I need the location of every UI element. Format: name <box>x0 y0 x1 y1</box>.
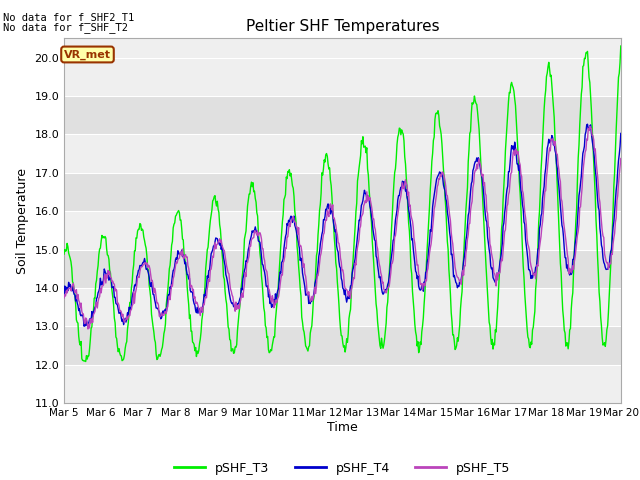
Bar <box>64 365 621 403</box>
pSHF_T4 <box>60 293 68 299</box>
Text: No data for f_SHF2_T1: No data for f_SHF2_T1 <box>3 12 134 23</box>
pSHF_T4 <box>617 131 625 136</box>
pSHF_T4 <box>584 121 591 127</box>
pSHF_T5 <box>70 286 78 291</box>
pSHF_T4 <box>428 228 435 234</box>
Line: pSHF_T3: pSHF_T3 <box>64 46 621 361</box>
Line: pSHF_T5: pSHF_T5 <box>64 126 621 329</box>
pSHF_T5 <box>84 326 92 332</box>
Bar <box>64 250 621 288</box>
Bar <box>64 134 621 173</box>
Y-axis label: Soil Temperature: Soil Temperature <box>16 168 29 274</box>
pSHF_T3 <box>428 174 435 180</box>
Title: Peltier SHF Temperatures: Peltier SHF Temperatures <box>246 20 439 35</box>
pSHF_T4 <box>80 324 88 329</box>
pSHF_T4 <box>185 276 193 282</box>
Bar <box>64 288 621 326</box>
pSHF_T3 <box>70 288 78 294</box>
pSHF_T5 <box>128 303 136 309</box>
pSHF_T5 <box>428 241 435 247</box>
Line: pSHF_T4: pSHF_T4 <box>64 124 621 326</box>
pSHF_T4 <box>411 260 419 266</box>
X-axis label: Time: Time <box>327 421 358 434</box>
Legend: pSHF_T3, pSHF_T4, pSHF_T5: pSHF_T3, pSHF_T4, pSHF_T5 <box>169 457 516 480</box>
pSHF_T5 <box>60 295 68 301</box>
pSHF_T3 <box>617 43 625 49</box>
Bar <box>64 96 621 134</box>
Bar <box>64 58 621 96</box>
pSHF_T3 <box>82 359 90 364</box>
Text: VR_met: VR_met <box>64 49 111 60</box>
pSHF_T5 <box>411 240 419 246</box>
Text: No data for f_SHF_T2: No data for f_SHF_T2 <box>3 22 128 33</box>
pSHF_T3 <box>214 206 222 212</box>
pSHF_T3 <box>128 280 136 286</box>
pSHF_T5 <box>214 240 222 245</box>
pSHF_T3 <box>60 251 68 257</box>
pSHF_T5 <box>185 265 193 271</box>
pSHF_T3 <box>185 301 193 307</box>
pSHF_T4 <box>214 240 222 245</box>
pSHF_T3 <box>411 321 419 327</box>
pSHF_T4 <box>128 295 136 300</box>
pSHF_T5 <box>617 156 625 161</box>
Bar <box>64 326 621 365</box>
Bar <box>64 173 621 211</box>
pSHF_T4 <box>70 291 78 297</box>
pSHF_T5 <box>586 123 594 129</box>
Bar <box>64 211 621 250</box>
